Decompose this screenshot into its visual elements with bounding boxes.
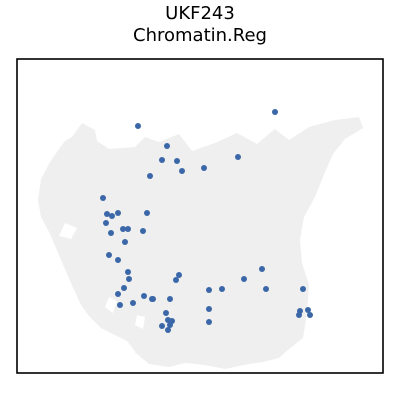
data-point: [272, 109, 278, 115]
data-point: [307, 312, 313, 318]
data-point: [305, 307, 311, 313]
data-point: [150, 296, 156, 302]
data-point: [163, 310, 169, 316]
data-point: [179, 168, 185, 174]
data-point: [165, 327, 171, 333]
data-point: [144, 210, 150, 216]
data-point: [173, 277, 179, 283]
data-point: [174, 158, 180, 164]
data-point: [106, 252, 112, 258]
data-point: [115, 257, 121, 263]
data-point: [135, 123, 141, 129]
data-point: [109, 213, 115, 219]
data-point: [167, 296, 173, 302]
tissue-layer: [38, 117, 363, 369]
data-point: [120, 226, 126, 232]
chart-title-line-1: UKF243: [165, 3, 235, 24]
data-point: [140, 228, 146, 234]
data-point: [104, 211, 110, 217]
data-point: [263, 286, 269, 292]
data-point: [115, 210, 121, 216]
data-point: [164, 143, 170, 149]
data-point: [100, 195, 106, 201]
data-point: [115, 291, 121, 297]
data-point: [125, 226, 131, 232]
data-point: [206, 287, 212, 293]
data-point: [125, 269, 131, 275]
data-point: [235, 154, 241, 160]
data-point: [108, 230, 114, 236]
data-point: [167, 322, 173, 328]
data-point: [300, 286, 306, 292]
data-point: [206, 319, 212, 325]
data-point: [130, 300, 136, 306]
plot-frame: [16, 58, 384, 374]
data-point: [126, 276, 132, 282]
data-point: [159, 157, 165, 163]
data-point: [147, 173, 153, 179]
data-point: [219, 286, 225, 292]
data-point: [121, 285, 127, 291]
spot-layer: [100, 109, 313, 333]
data-point: [201, 165, 207, 171]
data-point: [259, 266, 265, 272]
data-point: [141, 293, 147, 299]
data-point: [159, 323, 165, 329]
data-point: [296, 312, 302, 318]
data-point: [206, 306, 212, 312]
data-point: [176, 272, 182, 278]
chart-title-line-2: Chromatin.Reg: [133, 25, 267, 46]
data-point: [117, 302, 123, 308]
tissue-region: [38, 117, 363, 369]
data-point: [122, 239, 128, 245]
data-point: [241, 276, 247, 282]
data-point: [103, 220, 109, 226]
tissue-fragment: [135, 345, 147, 356]
